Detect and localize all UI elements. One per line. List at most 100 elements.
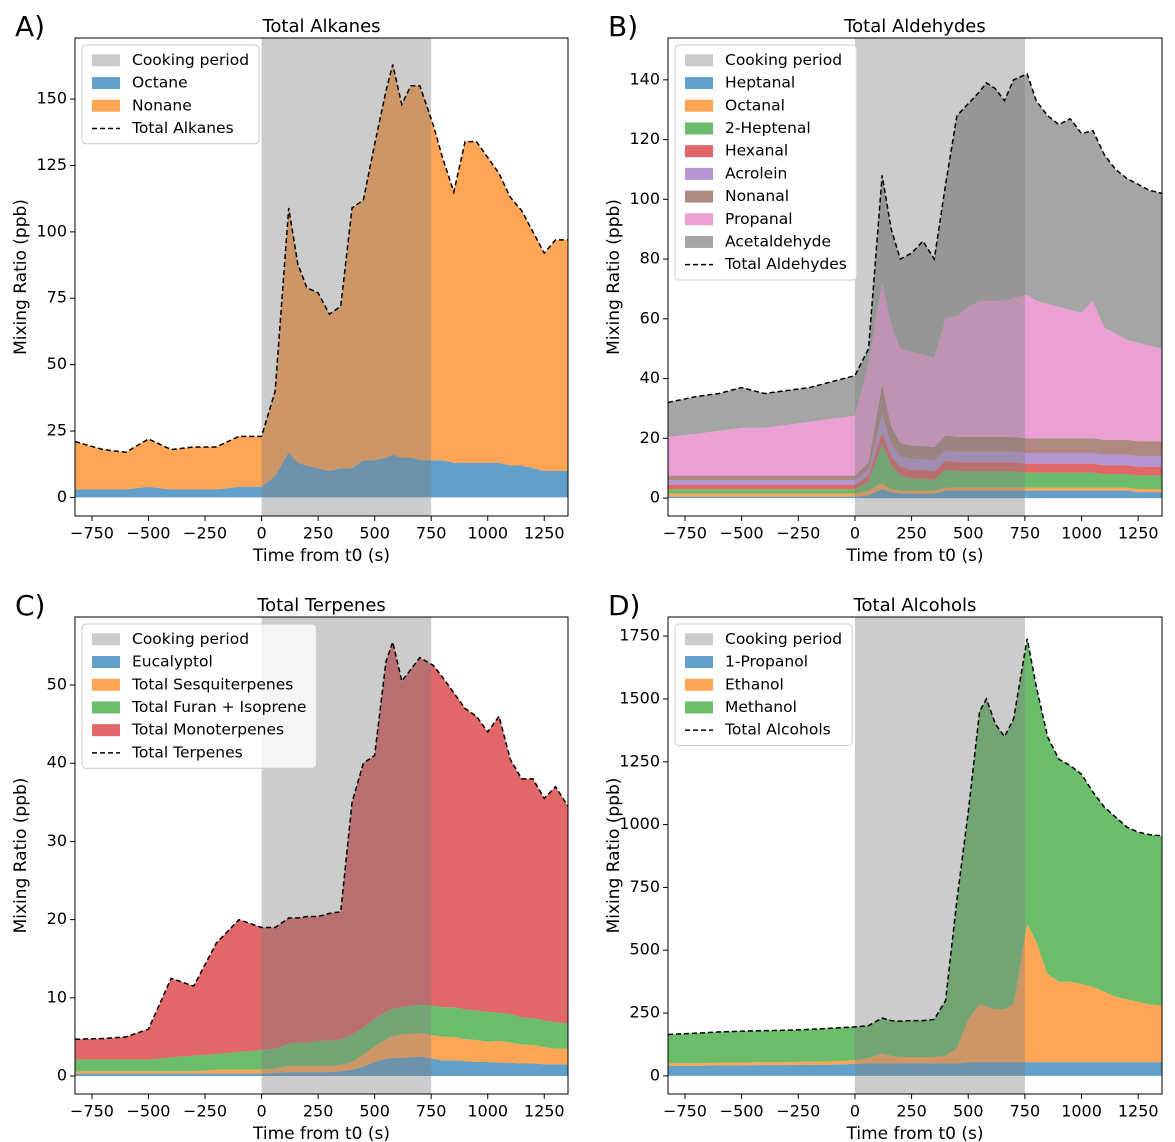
y-tick-label: 50 <box>47 675 67 694</box>
area <box>75 642 568 1060</box>
axes-frame <box>74 616 569 1095</box>
legend-label: Hexanal <box>725 142 788 160</box>
y-tick-label: 25 <box>47 421 67 440</box>
total-line <box>75 639 568 1041</box>
legend-frame <box>81 623 317 769</box>
legend-label: Heptanal <box>725 74 795 92</box>
cooking-period <box>261 38 432 516</box>
x-axis-label: Time from t0 (s) <box>252 1124 390 1142</box>
legend-label: Cooking period <box>132 51 249 69</box>
x-axis-label: Time from t0 (s) <box>846 546 984 566</box>
legend-frame <box>674 44 858 281</box>
legend-label: Total Furan + Isoprene <box>131 698 306 716</box>
plot-area <box>75 38 568 516</box>
y-axis-label: Mixing Ratio (ppb) <box>604 199 624 355</box>
legend-frame <box>674 623 853 746</box>
legend-swatch <box>92 656 120 669</box>
area <box>75 1033 568 1074</box>
axes-frame <box>667 37 1163 517</box>
x-tick-label: 0 <box>256 524 266 543</box>
legend-label: Total Alcohols <box>724 721 831 739</box>
legend-label: Octanal <box>725 96 785 114</box>
cooking-period <box>854 38 1025 516</box>
y-tick-label: 125 <box>36 155 67 174</box>
y-tick-label: 0 <box>650 488 660 507</box>
axes-frame <box>74 37 569 517</box>
x-tick-label: −500 <box>127 1102 171 1121</box>
x-tick-label: 500 <box>953 524 984 543</box>
x-tick-label: 0 <box>256 1102 266 1121</box>
y-tick-label: 750 <box>629 877 660 896</box>
y-tick-label: 0 <box>57 487 67 506</box>
legend-swatch <box>92 701 120 714</box>
legend-label: Cooking period <box>725 630 842 648</box>
panel: −750 −500 −250 0 250 500 750 1000 1250 0 25 50 75 100… <box>11 10 569 566</box>
cooking-period <box>854 617 1025 1094</box>
legend-swatch <box>685 167 713 180</box>
x-axis-label: Time from t0 (s) <box>846 1124 984 1142</box>
legend-swatch <box>685 122 713 135</box>
area <box>668 444 1162 494</box>
x-tick-label: 250 <box>303 524 334 543</box>
y-tick-label: 1000 <box>619 814 660 833</box>
x-tick-label: 750 <box>416 524 447 543</box>
y-tick-label: 80 <box>640 249 660 268</box>
x-tick-label: −250 <box>183 524 227 543</box>
legend-swatch <box>92 678 120 691</box>
plot-area <box>668 617 1162 1094</box>
legend-swatch <box>685 678 713 691</box>
x-tick-label: 1250 <box>524 524 565 543</box>
legend-swatch <box>685 213 713 226</box>
y-tick-label: 0 <box>650 1065 660 1084</box>
x-tick-label: −750 <box>663 1102 707 1121</box>
panel: −750 −500 −250 0 250 500 750 1000 1250 0 250 500 750… <box>604 589 1163 1142</box>
legend-label: Total Aldehydes <box>724 255 847 273</box>
area <box>75 64 568 490</box>
x-tick-label: −250 <box>776 1102 820 1121</box>
x-tick-label: 250 <box>896 524 927 543</box>
area <box>668 923 1162 1066</box>
y-tick-label: 100 <box>629 189 660 208</box>
legend-label: Cooking period <box>132 630 249 648</box>
legend-swatch <box>685 54 713 67</box>
legend-label: Acetaldehyde <box>725 232 831 250</box>
x-tick-label: 1000 <box>467 524 508 543</box>
x-axis-label: Time from t0 (s) <box>252 546 390 566</box>
legend-label: Total Sesquiterpenes <box>131 675 293 693</box>
area <box>668 638 1162 1064</box>
area <box>668 1062 1162 1076</box>
x-tick-label: 500 <box>359 1102 390 1121</box>
legend-swatch <box>685 145 713 158</box>
legend-label: Total Terpenes <box>131 743 243 761</box>
legend-swatch <box>685 701 713 714</box>
total-line <box>75 64 568 454</box>
chart-title: Total Alkanes <box>261 16 380 37</box>
legend-label: Nonane <box>132 96 192 114</box>
legend-swatch <box>685 99 713 112</box>
legend-label: Octane <box>132 74 188 92</box>
y-tick-label: 40 <box>640 368 660 387</box>
panel: −750 −500 −250 0 250 500 750 1000 1250 0 10 20 30 40 5… <box>11 589 569 1142</box>
legend: Cooking period 1-Propanol Ethanol Methanol T… <box>674 623 853 746</box>
y-tick-label: 250 <box>629 1003 660 1022</box>
legend-label: Nonanal <box>725 187 789 205</box>
legend-frame <box>81 44 260 145</box>
y-tick-label: 30 <box>47 831 67 850</box>
area <box>668 432 1162 490</box>
legend: Cooking period Octane Nonane Total Alkanes <box>81 44 260 145</box>
y-axis-label: Mixing Ratio (ppb) <box>11 199 31 355</box>
legend-swatch <box>92 633 120 646</box>
x-tick-label: 750 <box>416 1102 447 1121</box>
y-tick-label: 1250 <box>619 751 660 770</box>
legend-label: Propanal <box>725 210 793 228</box>
area <box>668 483 1162 497</box>
legend-label: 2-Heptenal <box>725 119 811 137</box>
y-tick-label: 500 <box>629 940 660 959</box>
chart-title: Total Alcohols <box>853 595 977 616</box>
x-tick-label: 1250 <box>1118 1102 1159 1121</box>
axes-frame <box>667 616 1163 1095</box>
y-tick-label: 20 <box>640 428 660 447</box>
legend-label: Ethanol <box>725 675 784 693</box>
area <box>75 452 568 498</box>
